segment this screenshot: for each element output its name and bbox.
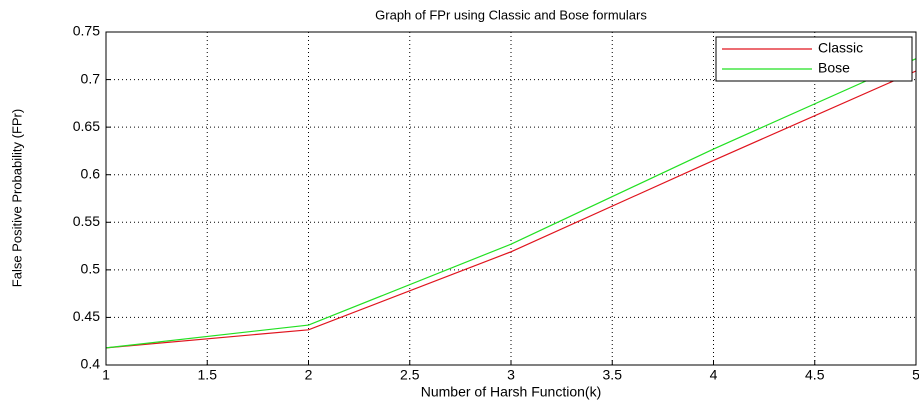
x-tick-label: 2.5 xyxy=(400,367,420,383)
y-axis-label: False Positive Probability (FPr) xyxy=(9,109,24,287)
x-tick-label: 5 xyxy=(912,367,919,383)
x-axis-label: Number of Harsh Function(k) xyxy=(421,384,602,400)
y-tick-label: 0.55 xyxy=(73,213,100,229)
y-tick-label: 0.4 xyxy=(81,356,101,372)
y-tick-label: 0.75 xyxy=(73,23,100,39)
y-tick-label: 0.5 xyxy=(81,261,101,277)
series-line xyxy=(105,70,917,349)
legend-label: Bose xyxy=(818,60,850,76)
chart-title: Graph of FPr using Classic and Bose form… xyxy=(375,7,647,22)
x-tick-label: 4.5 xyxy=(805,367,825,383)
y-tick-label: 0.7 xyxy=(81,70,101,86)
x-tick-label: 1.5 xyxy=(198,367,218,383)
x-tick-label: 4 xyxy=(710,367,718,383)
x-tick-label: 1 xyxy=(102,367,110,383)
x-tick-label: 2 xyxy=(305,367,313,383)
y-tick-label: 0.65 xyxy=(73,118,100,134)
x-tick-label: 3.5 xyxy=(603,367,623,383)
y-tick-label: 0.45 xyxy=(73,308,100,324)
y-tick-label: 0.6 xyxy=(81,165,101,181)
series-line xyxy=(105,58,917,349)
legend-label: Classic xyxy=(818,40,863,56)
x-tick-label: 3 xyxy=(507,367,515,383)
plot-frame xyxy=(105,31,917,366)
legend-box xyxy=(715,36,913,82)
plot-area xyxy=(106,32,916,365)
